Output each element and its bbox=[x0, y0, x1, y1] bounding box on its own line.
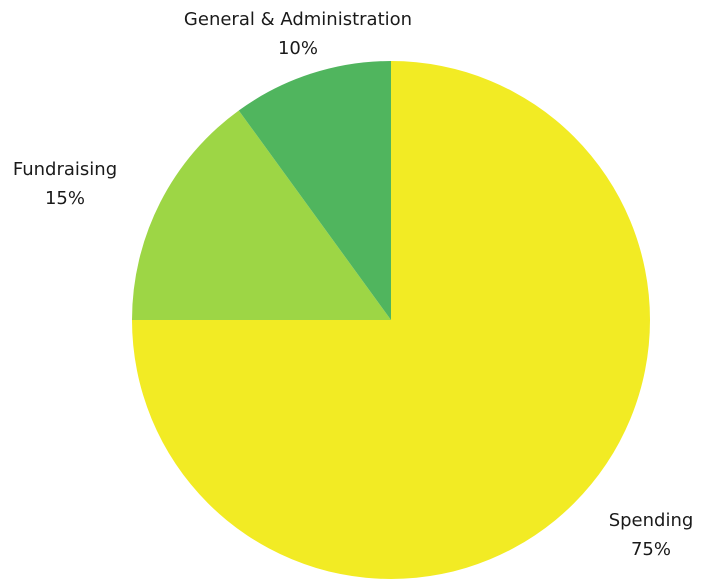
slice-label-spending-name: Spending bbox=[609, 510, 694, 531]
pie-slices bbox=[132, 61, 650, 579]
slice-label-spending-percent: 75% bbox=[631, 539, 671, 560]
slice-label-general-administration-name: General & Administration bbox=[184, 9, 412, 30]
slice-label-fundraising-percent: 15% bbox=[45, 188, 85, 209]
slice-label-fundraising: Fundraising 15% bbox=[13, 159, 117, 209]
pie-slice-general-administration bbox=[238, 61, 391, 320]
slice-label-general-administration-percent: 10% bbox=[278, 38, 318, 59]
pie-slice-fundraising bbox=[132, 110, 391, 320]
slice-label-spending: Spending 75% bbox=[609, 510, 694, 560]
slice-label-fundraising-name: Fundraising bbox=[13, 159, 117, 180]
slice-label-general-administration: General & Administration 10% bbox=[184, 9, 412, 59]
